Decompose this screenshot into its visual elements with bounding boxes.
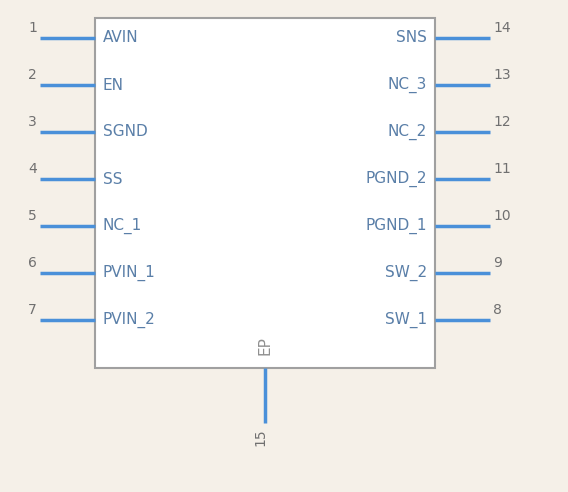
Text: 2: 2 (28, 68, 37, 82)
Text: NC_1: NC_1 (103, 218, 142, 234)
Text: SNS: SNS (396, 31, 427, 45)
Text: 9: 9 (493, 256, 502, 270)
Text: 10: 10 (493, 209, 511, 223)
Text: EN: EN (103, 78, 124, 92)
Text: 4: 4 (28, 162, 37, 176)
Text: 5: 5 (28, 209, 37, 223)
Text: AVIN: AVIN (103, 31, 139, 45)
Text: EP: EP (257, 337, 273, 355)
Text: PGND_2: PGND_2 (365, 171, 427, 187)
Text: PGND_1: PGND_1 (365, 218, 427, 234)
Text: 11: 11 (493, 162, 511, 176)
Text: 7: 7 (28, 303, 37, 317)
Text: 15: 15 (253, 428, 267, 446)
Bar (95, 18, 435, 368)
Text: NC_3: NC_3 (387, 77, 427, 93)
Text: SW_2: SW_2 (385, 265, 427, 281)
Text: PVIN_2: PVIN_2 (103, 312, 156, 328)
Text: SGND: SGND (103, 124, 148, 140)
Text: 6: 6 (28, 256, 37, 270)
Text: 12: 12 (493, 115, 511, 129)
Text: 14: 14 (493, 21, 511, 35)
Text: SS: SS (103, 172, 123, 186)
Text: 13: 13 (493, 68, 511, 82)
Text: 1: 1 (28, 21, 37, 35)
Text: 8: 8 (493, 303, 502, 317)
Text: PVIN_1: PVIN_1 (103, 265, 156, 281)
Text: SW_1: SW_1 (385, 312, 427, 328)
Text: 3: 3 (28, 115, 37, 129)
Text: NC_2: NC_2 (388, 124, 427, 140)
